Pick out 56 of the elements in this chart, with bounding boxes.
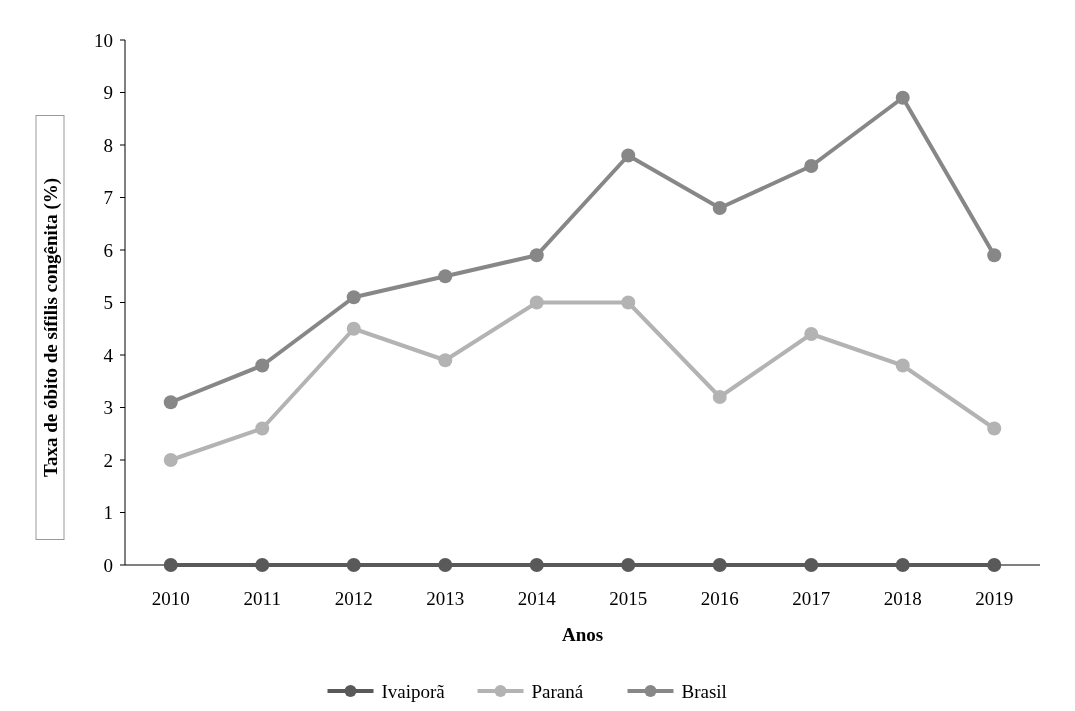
- point: [895, 90, 910, 105]
- y-tick-label: 3: [103, 397, 113, 419]
- point: [621, 558, 636, 572]
- point: [804, 558, 819, 572]
- point: [163, 453, 178, 467]
- point: [804, 327, 819, 341]
- point: [712, 390, 727, 404]
- point: [529, 295, 544, 310]
- x-tick-label: 2013: [426, 588, 465, 609]
- x-tick-label: 2017: [792, 588, 831, 609]
- x-tick-label: 2015: [609, 588, 648, 609]
- x-tick-label: 2010: [151, 588, 190, 609]
- y-tick-label: 5: [103, 292, 113, 314]
- point: [438, 558, 453, 572]
- point: [895, 358, 910, 373]
- x-tick-label: 2011: [243, 588, 281, 609]
- point: [255, 421, 270, 436]
- x-tick-label: 2016: [700, 588, 739, 609]
- y-tick-label: 7: [103, 187, 113, 209]
- point: [163, 558, 178, 572]
- point: [346, 558, 361, 572]
- legend-label: Ivaiporã: [381, 680, 446, 702]
- y-tick-label: 4: [103, 344, 114, 366]
- point: [438, 269, 453, 284]
- y-tick-label: 0: [103, 554, 113, 576]
- point: [712, 558, 727, 572]
- point: [712, 201, 727, 215]
- y-tick-label: 1: [103, 502, 113, 524]
- y-tick-label: 6: [103, 239, 113, 261]
- point: [621, 148, 636, 163]
- point: [163, 395, 178, 410]
- x-tick-label: 2014: [517, 588, 557, 609]
- x-tick-label: 2012: [334, 588, 373, 609]
- point: [987, 558, 1002, 572]
- y-tick-label: 10: [94, 29, 113, 51]
- point: [346, 290, 361, 305]
- point: [255, 558, 270, 572]
- point: [895, 558, 910, 572]
- point: [255, 358, 270, 373]
- y-tick-label: 8: [103, 134, 113, 156]
- x-tick-label: 2018: [883, 588, 922, 609]
- legend-label: Paraná: [531, 680, 584, 702]
- point: [346, 321, 361, 336]
- y-tick-label: 9: [103, 82, 113, 104]
- point: [438, 353, 453, 368]
- point: [804, 159, 819, 173]
- point: [987, 248, 1002, 263]
- point: [987, 421, 1002, 436]
- point: [621, 295, 636, 310]
- point: [529, 558, 544, 572]
- x-axis-title: Anos: [561, 624, 604, 645]
- y-axis-title: Taxa de óbito de sífilis congênita (%): [39, 177, 62, 478]
- x-tick-label: 2019: [975, 588, 1014, 609]
- legend-label: Brasil: [681, 680, 727, 702]
- y-tick-label: 2: [103, 449, 113, 471]
- point: [529, 248, 544, 263]
